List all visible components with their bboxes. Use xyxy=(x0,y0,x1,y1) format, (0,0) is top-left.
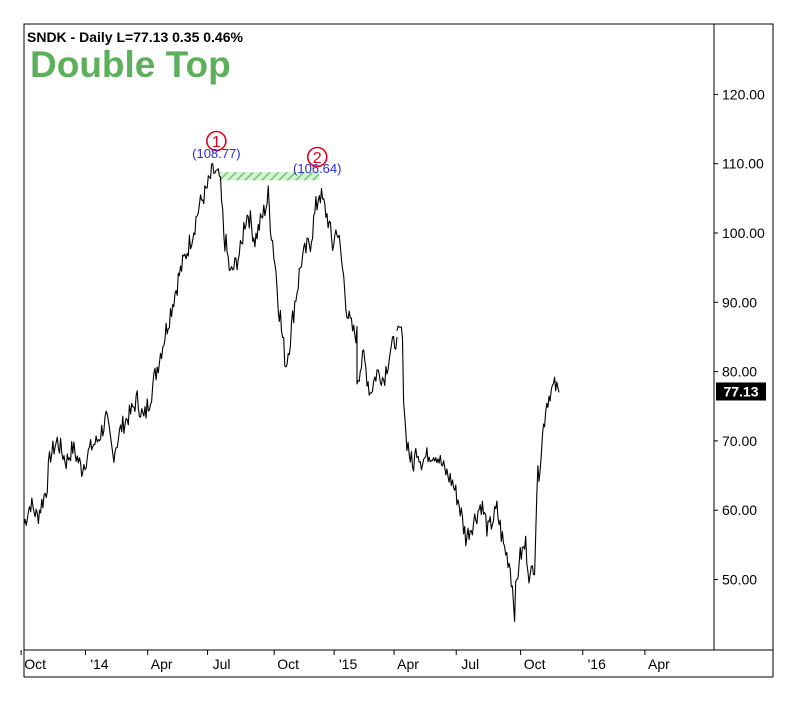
time-tick-label: Oct xyxy=(277,656,299,672)
time-tick-label: '15 xyxy=(339,656,357,672)
price-axis: 50.00 60.00 70.00 80.00 90.00 100.00 110.00 120… xyxy=(714,86,765,588)
price-line-segment-2 xyxy=(396,325,560,622)
price-tick-label: 70.00 xyxy=(722,433,757,449)
time-tick-label: '14 xyxy=(90,656,108,672)
time-tick-label: Apr xyxy=(397,656,419,672)
price-tick-label: 90.00 xyxy=(722,294,757,310)
peak-annotation-layer: 1(108.77) 2(106.64) xyxy=(192,130,341,176)
peak-marker-circle xyxy=(306,146,328,168)
ticker-line: SNDK - Daily L=77.13 0.35 0.46% xyxy=(27,29,243,45)
time-tick-label: Jul xyxy=(461,656,479,672)
time-tick-label: Apr xyxy=(151,656,173,672)
price-tick-label: 110.00 xyxy=(722,156,764,172)
price-tick-label: 100.00 xyxy=(722,225,765,241)
price-tick-label: 120.00 xyxy=(722,86,765,102)
time-tick-label: Oct xyxy=(524,656,546,672)
price-tick-label: 60.00 xyxy=(722,502,757,518)
peak-1: 1(108.77) xyxy=(192,130,241,161)
time-tick-label: Oct xyxy=(24,656,46,672)
price-line-segment-1 xyxy=(23,163,398,526)
last-price-box xyxy=(716,382,766,401)
last-price-label: 77.13 xyxy=(723,383,758,399)
peak-marker-circle xyxy=(206,130,227,152)
price-tick-label: 50.00 xyxy=(722,572,757,588)
last-price-tag: 77.13 xyxy=(716,382,766,401)
time-tick-label: Apr xyxy=(648,656,670,672)
time-axis: Oct '14 Apr Jul Oct '15 Apr Jul Oct '16 Apr xyxy=(20,650,670,672)
peak-2: 2(106.64) xyxy=(293,146,341,176)
peak-marker-number: 1 xyxy=(212,134,221,151)
peak-price-label: (108.77) xyxy=(192,146,240,161)
price-series-layer xyxy=(23,163,560,622)
peak-marker-number: 2 xyxy=(313,150,322,167)
chart-frame xyxy=(23,23,774,651)
pattern-title: Double Top xyxy=(30,44,231,85)
time-tick-label: '16 xyxy=(588,656,606,672)
resistance-zone-layer xyxy=(219,172,320,181)
peak-price-label: (106.64) xyxy=(293,161,341,176)
price-tick-label: 80.00 xyxy=(722,364,757,380)
resistance-zone xyxy=(219,172,320,181)
time-tick-label: Jul xyxy=(213,656,231,672)
